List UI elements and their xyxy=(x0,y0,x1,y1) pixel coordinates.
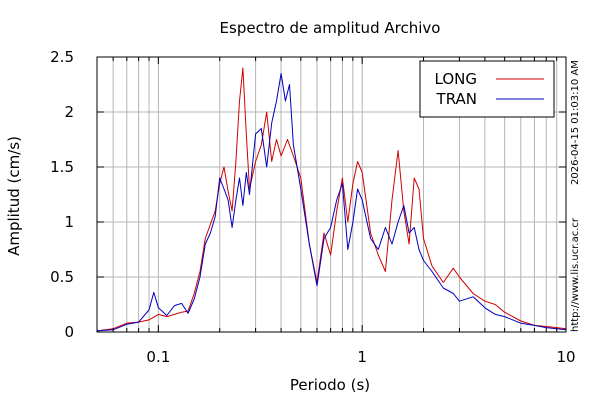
series-layer xyxy=(96,67,567,332)
legend-box xyxy=(419,60,555,118)
y-tick-label: 1 xyxy=(64,213,74,231)
y-axis-title: Amplitud (cm/s) xyxy=(5,136,23,256)
x-tick-label: 0.1 xyxy=(146,348,170,366)
chart-title: Espectro de amplitud Archivo xyxy=(220,19,441,37)
legend-label-long: LONG xyxy=(435,70,477,88)
timestamp-note: 2026-04-15 01:03:10 AM xyxy=(570,60,581,185)
grid xyxy=(97,57,566,332)
plot-frame xyxy=(96,56,567,333)
axis-ticks: 0.1 1 10 0 0.5 1 1.5 2 2.5 xyxy=(50,48,575,366)
y-tick-label: 1.5 xyxy=(50,158,74,176)
url-note: http://www.lis.ucr.ac.cr xyxy=(570,217,581,332)
y-tick-label: 0 xyxy=(64,323,74,341)
x-axis-title: Periodo (s) xyxy=(290,376,370,394)
x-tick-label: 10 xyxy=(556,348,575,366)
legend: LONG TRAN xyxy=(419,60,555,118)
x-tick-label: 1 xyxy=(357,348,367,366)
y-tick-label: 2 xyxy=(64,103,74,121)
series-line-long xyxy=(96,67,567,332)
legend-label-tran: TRAN xyxy=(436,90,477,108)
y-tick-label: 2.5 xyxy=(50,48,74,66)
series-line-tran xyxy=(96,73,567,332)
y-tick-label: 0.5 xyxy=(50,268,74,286)
